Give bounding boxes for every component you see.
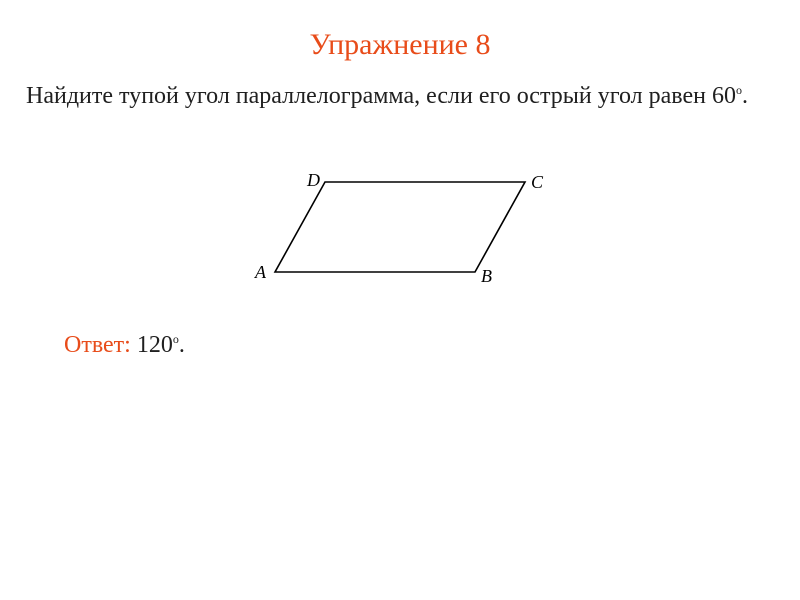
parallelogram-diagram: A B C D (245, 162, 555, 292)
diagram-container: A B C D (0, 162, 800, 292)
answer-suffix: . (179, 332, 185, 358)
parallelogram-svg (245, 162, 555, 292)
problem-line-1: Найдите тупой угол параллелограмма, если… (26, 83, 592, 109)
vertex-label-c: C (531, 172, 543, 193)
answer-row: Ответ: 120о. (0, 332, 800, 359)
problem-line-2-suffix: . (742, 83, 748, 109)
exercise-title: Упражнение 8 (0, 0, 800, 80)
vertex-label-a: A (255, 262, 266, 283)
problem-statement: Найдите тупой угол параллелограмма, если… (0, 80, 800, 112)
answer-value: 120о. (137, 332, 185, 358)
answer-label: Ответ: (64, 332, 131, 358)
vertex-label-d: D (307, 170, 320, 191)
problem-line-2-prefix: угол равен 60 (598, 83, 736, 109)
answer-number: 120 (137, 332, 173, 358)
parallelogram-shape (275, 182, 525, 272)
vertex-label-b: B (481, 266, 492, 287)
